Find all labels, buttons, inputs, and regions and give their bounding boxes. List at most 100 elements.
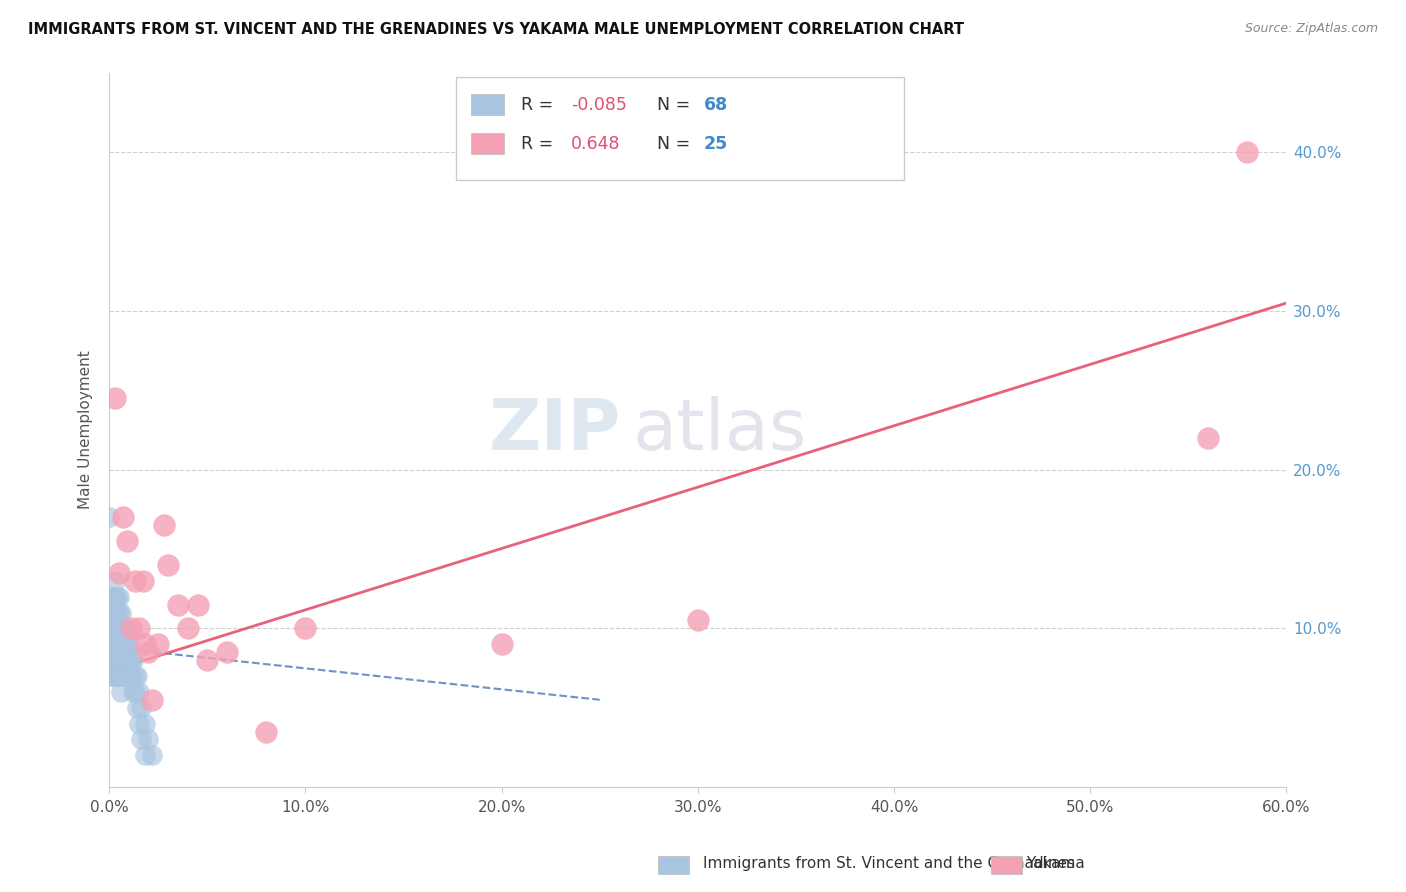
Point — [118, 637, 141, 651]
Point — [104, 590, 127, 604]
Point — [129, 700, 152, 714]
Point — [294, 621, 316, 635]
Point — [110, 685, 132, 699]
Point — [124, 685, 146, 699]
Point — [108, 653, 131, 667]
Point — [108, 637, 131, 651]
Point — [105, 637, 128, 651]
Point — [686, 614, 709, 628]
Text: -0.085: -0.085 — [571, 96, 627, 114]
Point — [105, 653, 128, 667]
Point — [129, 732, 152, 747]
Point — [104, 606, 127, 620]
Point — [120, 653, 142, 667]
Point — [141, 748, 163, 763]
Point — [98, 510, 121, 524]
Point — [104, 653, 127, 667]
Point — [104, 637, 127, 651]
Text: Yakama: Yakama — [1026, 856, 1085, 871]
Point — [100, 669, 122, 683]
Text: R =: R = — [522, 136, 554, 153]
Text: N =: N = — [657, 136, 690, 153]
FancyBboxPatch shape — [457, 77, 904, 180]
Point — [108, 669, 131, 683]
Point — [125, 700, 148, 714]
Point — [111, 669, 134, 683]
Text: 25: 25 — [703, 136, 728, 153]
Point — [104, 574, 127, 588]
Point — [100, 637, 122, 651]
Point — [100, 621, 122, 635]
Point — [108, 590, 131, 604]
Point — [121, 653, 143, 667]
Point — [177, 621, 200, 635]
Point — [110, 637, 132, 651]
Point — [100, 606, 122, 620]
FancyBboxPatch shape — [471, 94, 503, 115]
Point — [1236, 145, 1258, 160]
Point — [138, 645, 160, 659]
Point — [111, 653, 134, 667]
Point — [108, 566, 131, 580]
Point — [114, 621, 136, 635]
Point — [128, 685, 150, 699]
Point — [100, 590, 122, 604]
Point — [110, 621, 132, 635]
Point — [101, 653, 124, 667]
Text: 68: 68 — [703, 96, 728, 114]
Point — [101, 621, 124, 635]
Point — [105, 621, 128, 635]
Point — [215, 645, 238, 659]
Point — [115, 669, 138, 683]
Point — [491, 637, 513, 651]
Point — [141, 693, 163, 707]
Point — [118, 669, 141, 683]
Text: IMMIGRANTS FROM ST. VINCENT AND THE GRENADINES VS YAKAMA MALE UNEMPLOYMENT CORRE: IMMIGRANTS FROM ST. VINCENT AND THE GREN… — [28, 22, 965, 37]
Point — [134, 716, 156, 731]
Point — [105, 590, 128, 604]
Point — [115, 637, 138, 651]
Point — [195, 653, 218, 667]
Point — [108, 606, 131, 620]
Point — [157, 558, 180, 572]
Point — [134, 637, 156, 651]
Point — [128, 621, 150, 635]
Point — [138, 732, 160, 747]
Point — [105, 606, 128, 620]
Text: Source: ZipAtlas.com: Source: ZipAtlas.com — [1244, 22, 1378, 36]
Point — [186, 598, 208, 612]
Point — [167, 598, 190, 612]
Text: R =: R = — [522, 96, 554, 114]
Point — [124, 669, 146, 683]
Point — [1197, 431, 1219, 445]
Point — [125, 669, 148, 683]
Point — [98, 653, 121, 667]
Point — [124, 574, 146, 588]
Point — [101, 606, 124, 620]
Point — [134, 748, 156, 763]
Point — [115, 534, 138, 549]
Point — [101, 637, 124, 651]
Point — [104, 669, 127, 683]
Point — [148, 637, 170, 651]
Point — [101, 669, 124, 683]
Text: atlas: atlas — [633, 395, 807, 465]
Point — [114, 637, 136, 651]
Point — [118, 653, 141, 667]
Text: N =: N = — [657, 96, 690, 114]
Y-axis label: Male Unemployment: Male Unemployment — [79, 351, 93, 509]
Point — [114, 669, 136, 683]
Point — [101, 590, 124, 604]
Point — [110, 669, 132, 683]
Point — [254, 724, 277, 739]
Text: ZIP: ZIP — [489, 395, 621, 465]
Point — [114, 653, 136, 667]
Point — [121, 685, 143, 699]
Point — [98, 621, 121, 635]
Point — [111, 621, 134, 635]
Point — [128, 716, 150, 731]
Text: Immigrants from St. Vincent and the Grenadines: Immigrants from St. Vincent and the Gren… — [703, 856, 1076, 871]
Point — [110, 653, 132, 667]
Point — [108, 621, 131, 635]
Point — [153, 518, 176, 533]
